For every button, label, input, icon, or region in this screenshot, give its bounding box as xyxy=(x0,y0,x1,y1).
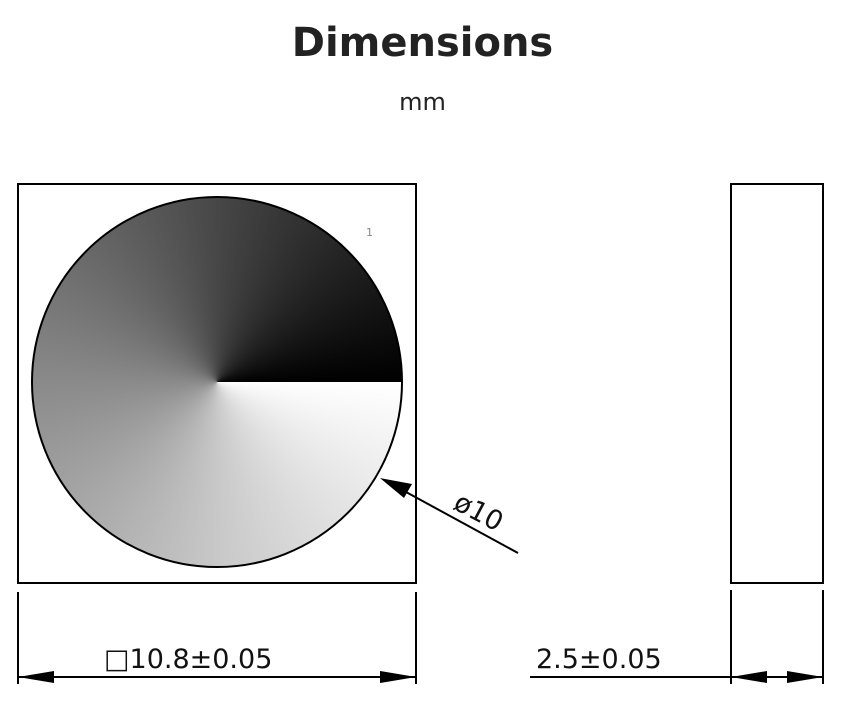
circular-element xyxy=(31,196,403,568)
width-label: □10.8±0.05 xyxy=(104,644,272,675)
marker-label: 1 xyxy=(366,226,373,239)
front-view-outline xyxy=(17,183,417,584)
side-view-outline xyxy=(730,183,824,584)
diameter-leader xyxy=(380,478,519,554)
thickness-label: 2.5±0.05 xyxy=(536,644,662,675)
page-title: Dimensions xyxy=(291,20,554,66)
width-dimension xyxy=(17,592,417,684)
thickness-dimension xyxy=(530,590,824,684)
unit-label: mm xyxy=(399,88,446,116)
